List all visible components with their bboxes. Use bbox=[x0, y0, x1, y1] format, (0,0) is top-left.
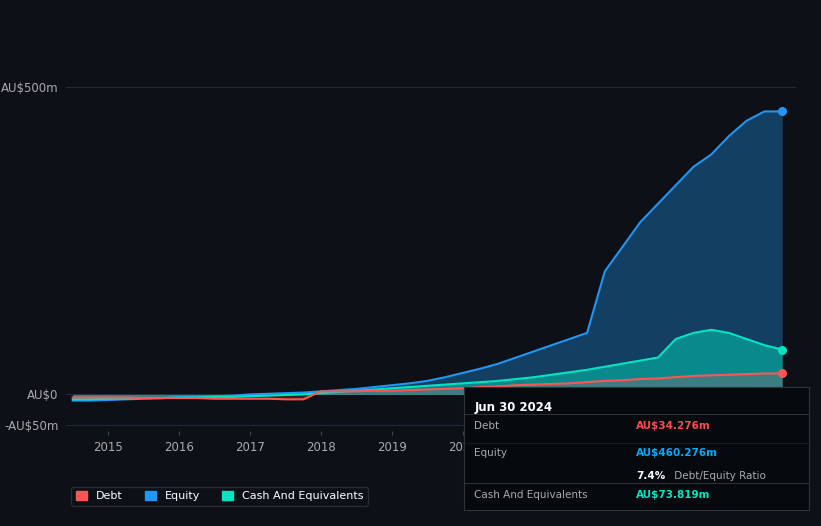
Text: Cash And Equivalents: Cash And Equivalents bbox=[475, 490, 588, 500]
Text: Debt: Debt bbox=[475, 421, 499, 431]
Text: AU$73.819m: AU$73.819m bbox=[636, 490, 711, 500]
Text: 7.4%: 7.4% bbox=[636, 471, 666, 481]
Text: Jun 30 2024: Jun 30 2024 bbox=[475, 401, 553, 414]
Legend: Debt, Equity, Cash And Equivalents: Debt, Equity, Cash And Equivalents bbox=[71, 487, 368, 505]
Point bbox=[776, 345, 789, 353]
Text: Debt/Equity Ratio: Debt/Equity Ratio bbox=[671, 471, 766, 481]
Text: AU$34.276m: AU$34.276m bbox=[636, 421, 711, 431]
Text: Equity: Equity bbox=[475, 448, 507, 459]
Point bbox=[776, 107, 789, 116]
Point bbox=[776, 369, 789, 378]
Text: AU$460.276m: AU$460.276m bbox=[636, 448, 718, 459]
